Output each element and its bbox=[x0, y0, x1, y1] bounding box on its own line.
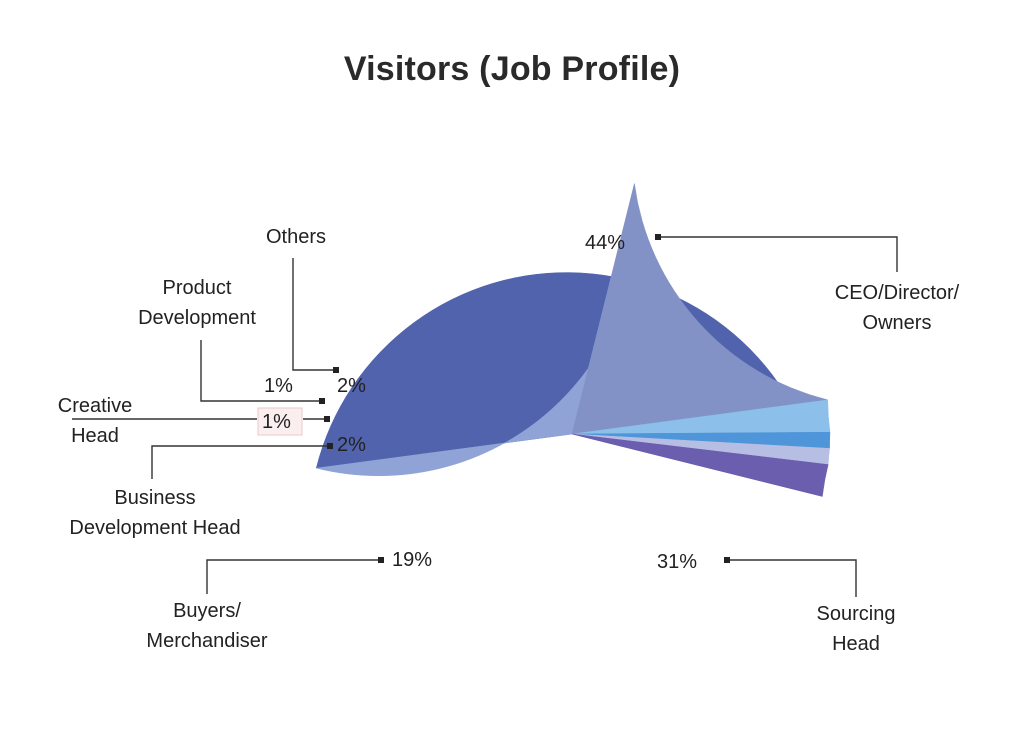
category-label: Others bbox=[266, 226, 326, 248]
category-label-line: Development bbox=[138, 307, 256, 329]
category-label: Buyers/Merchandiser bbox=[146, 600, 268, 652]
category-label-line: Product bbox=[163, 277, 232, 299]
category-label-line: Business bbox=[114, 487, 195, 509]
category-label-line: Buyers/ bbox=[173, 600, 241, 622]
leader-line bbox=[206, 559, 381, 594]
percent-label: 44% bbox=[585, 232, 625, 254]
leader-marker bbox=[324, 416, 330, 422]
category-label: Product Development bbox=[138, 277, 256, 329]
category-label: Sourcing Head bbox=[817, 603, 896, 655]
category-label: Creative Head bbox=[58, 395, 132, 447]
category-label-line: Development Head bbox=[69, 517, 240, 539]
percent-label: 1% bbox=[264, 375, 293, 397]
category-label-line: Creative bbox=[58, 395, 132, 417]
chart-title: Visitors (Job Profile) bbox=[343, 50, 681, 88]
category-label-line: Owners bbox=[863, 312, 932, 334]
percent-label: 2% bbox=[337, 375, 366, 397]
percent-label: 1% bbox=[262, 411, 291, 433]
category-label: CEO/Director/Owners bbox=[835, 282, 960, 334]
leader-line bbox=[200, 340, 322, 402]
pie-slice-buyers-merchandiser bbox=[571, 183, 828, 435]
leader-line bbox=[658, 236, 898, 272]
leader-line bbox=[292, 258, 336, 371]
category-label-line: Head bbox=[71, 425, 119, 447]
category-label-line: Head bbox=[832, 633, 880, 655]
leader-marker bbox=[327, 443, 333, 449]
percent-label: 19% bbox=[392, 549, 432, 571]
leader-marker bbox=[378, 557, 384, 563]
percent-label: 2% bbox=[337, 434, 366, 456]
leader-marker bbox=[655, 234, 661, 240]
percent-label: 31% bbox=[657, 551, 697, 573]
leader-marker bbox=[724, 557, 730, 563]
leader-line bbox=[727, 559, 857, 597]
category-label-line: Sourcing bbox=[817, 603, 896, 625]
percent-label-highlight bbox=[257, 407, 303, 436]
category-label-line: Others bbox=[266, 226, 326, 248]
leader-marker bbox=[333, 367, 339, 373]
leader-line bbox=[151, 445, 330, 479]
category-label-line: CEO/Director/ bbox=[835, 282, 960, 304]
pie-slice-others bbox=[571, 433, 829, 497]
category-label-line: Merchandiser bbox=[146, 630, 268, 652]
leader-marker bbox=[319, 398, 325, 404]
category-label: Business Development Head bbox=[69, 487, 240, 539]
